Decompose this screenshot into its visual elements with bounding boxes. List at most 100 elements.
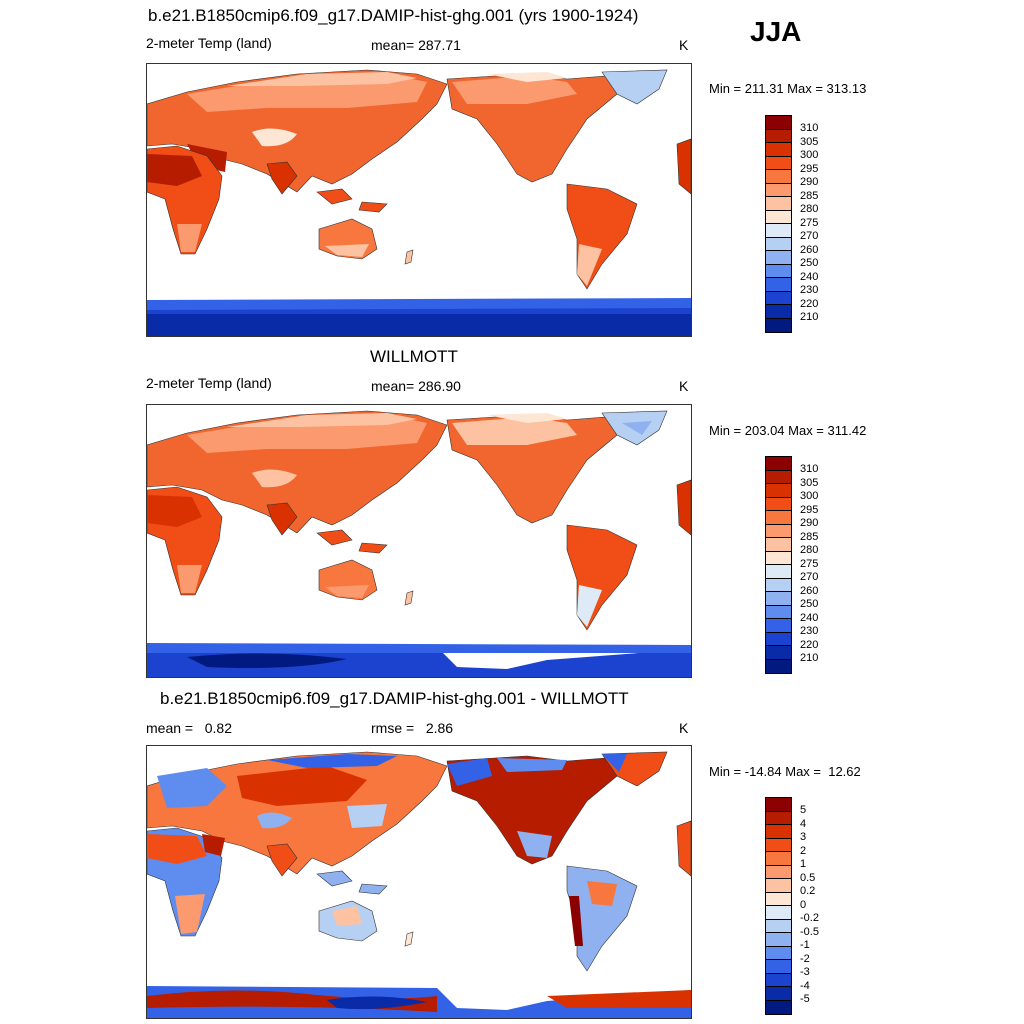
panel2-mean-label: mean= 286.90: [371, 378, 461, 394]
panel2-map-canvas: [147, 410, 691, 677]
panel2-swatch: [766, 470, 791, 484]
panel3-swatch: [766, 1000, 791, 1014]
se-asia-islands: [316, 188, 388, 213]
canada-cool: [452, 76, 577, 104]
panel1-swatch: [766, 183, 791, 197]
panel2-swatch: [766, 592, 791, 606]
patagonia-cool: [577, 244, 602, 286]
panel1-tick: 280: [800, 203, 819, 215]
arabia-hot-bias: [202, 834, 225, 856]
panel3-swatch: [766, 838, 791, 852]
panel3-tick: 5: [800, 804, 807, 816]
panel3-mean-label: mean = 0.82: [146, 720, 233, 736]
panel1-swatch: [766, 278, 791, 292]
antarctica-interior: [187, 653, 347, 668]
panel2-tick: 285: [800, 530, 819, 543]
arctic-coast-band: [227, 413, 417, 427]
australia-south-cool: [325, 244, 369, 257]
panel2-tick: 300: [800, 490, 819, 502]
panel1-map-canvas: [147, 69, 691, 336]
sahara-warm-bias: [147, 834, 207, 864]
panel1-colorbar: [765, 115, 792, 333]
panel3-swatch: [766, 879, 791, 893]
tibet-plateau: [252, 128, 297, 147]
panel1-title: b.e21.B1850cmip6.f09_g17.DAMIP-hist-ghg.…: [148, 6, 639, 25]
greenland-interior: [622, 421, 652, 435]
west-africa-edge: [676, 479, 691, 536]
mexico-mixed: [517, 831, 552, 858]
panel3-tick: -5: [800, 993, 810, 1005]
panel1-swatch: [766, 318, 791, 332]
panel1-swatch: [766, 264, 791, 278]
panel1-tick: 275: [800, 216, 819, 229]
tibet-plateau: [252, 469, 297, 488]
panel1-tick: 295: [800, 162, 819, 175]
arctic-islands: [487, 72, 567, 82]
panel2-swatch: [766, 511, 791, 525]
panel3-tick: 3: [800, 831, 807, 843]
panel3-swatch: [766, 798, 791, 812]
panel1-tick: 230: [800, 284, 819, 296]
panel1-swatch: [766, 156, 791, 170]
panel1-swatch: [766, 224, 791, 238]
season-label: JJA: [750, 16, 802, 47]
panel2-tick: 290: [800, 517, 819, 529]
panel1-tick: 220: [800, 297, 819, 310]
panel1-tick: 260: [800, 243, 819, 256]
antarctica-coast: [147, 298, 691, 310]
andes-hot-bias: [569, 896, 583, 946]
panel1-units-label: K: [679, 37, 689, 53]
australia-south-cool: [325, 585, 369, 598]
panel1-swatch: [766, 143, 791, 157]
panel3-swatch: [766, 892, 791, 906]
panel2-swatch: [766, 551, 791, 565]
se-asia-islands: [316, 870, 388, 895]
panel2-tick: 305: [800, 476, 819, 489]
panel3-swatch: [766, 906, 791, 920]
panel2-swatch: [766, 659, 791, 673]
panel2-swatch: [766, 646, 791, 660]
panel1-variable-label: 2-meter Temp (land): [146, 35, 272, 51]
panel2-tick: 250: [800, 598, 819, 610]
west-africa-edge: [676, 820, 691, 877]
alaska-cool-bias: [447, 758, 492, 786]
panel1-mean-label: mean= 287.71: [371, 37, 461, 53]
north-america-landmass: [446, 755, 618, 865]
panel2-swatch: [766, 565, 791, 579]
panel3-tick: 0: [800, 898, 807, 911]
tibet-mixed: [257, 812, 292, 829]
panel1-tick: 300: [800, 149, 819, 161]
antarctica-east-bias: [547, 990, 691, 1008]
panel2-swatch: [766, 524, 791, 538]
panel3-tick: -3: [800, 966, 810, 978]
panel2-tick: 260: [800, 584, 819, 597]
panel3-swatch: [766, 852, 791, 866]
east-asia-cool: [347, 804, 387, 828]
arctic-islands: [487, 413, 567, 423]
sahara-hot: [147, 495, 202, 527]
panel2-variable-label: 2-meter Temp (land): [146, 375, 272, 391]
panel3-swatch: [766, 811, 791, 825]
panel3-swatch: [766, 973, 791, 987]
panel1-tick: 240: [800, 270, 819, 283]
panel2-swatch: [766, 497, 791, 511]
panel3-tick: 0.5: [800, 871, 816, 884]
india-landmass: [266, 161, 298, 195]
panel3-units-label: K: [679, 720, 689, 736]
panel2-swatch: [766, 605, 791, 619]
panel3-tick: -4: [800, 979, 810, 992]
panel1-swatch: [766, 251, 791, 265]
panel1-map: [146, 63, 692, 337]
new-zealand: [404, 249, 414, 265]
panel2-colorbar: [765, 456, 792, 674]
india-landmass: [266, 843, 298, 877]
panel3-swatch: [766, 987, 791, 1001]
canada-north-cool: [497, 758, 567, 772]
panel1-tick: 290: [800, 176, 819, 188]
panel1-swatch: [766, 129, 791, 143]
panel2-tick: 220: [800, 638, 819, 651]
panel2-tick: 210: [800, 652, 819, 664]
panel2-title: WILLMOTT: [370, 347, 458, 366]
new-zealand: [404, 931, 414, 947]
panel2-tick: 240: [800, 611, 819, 624]
